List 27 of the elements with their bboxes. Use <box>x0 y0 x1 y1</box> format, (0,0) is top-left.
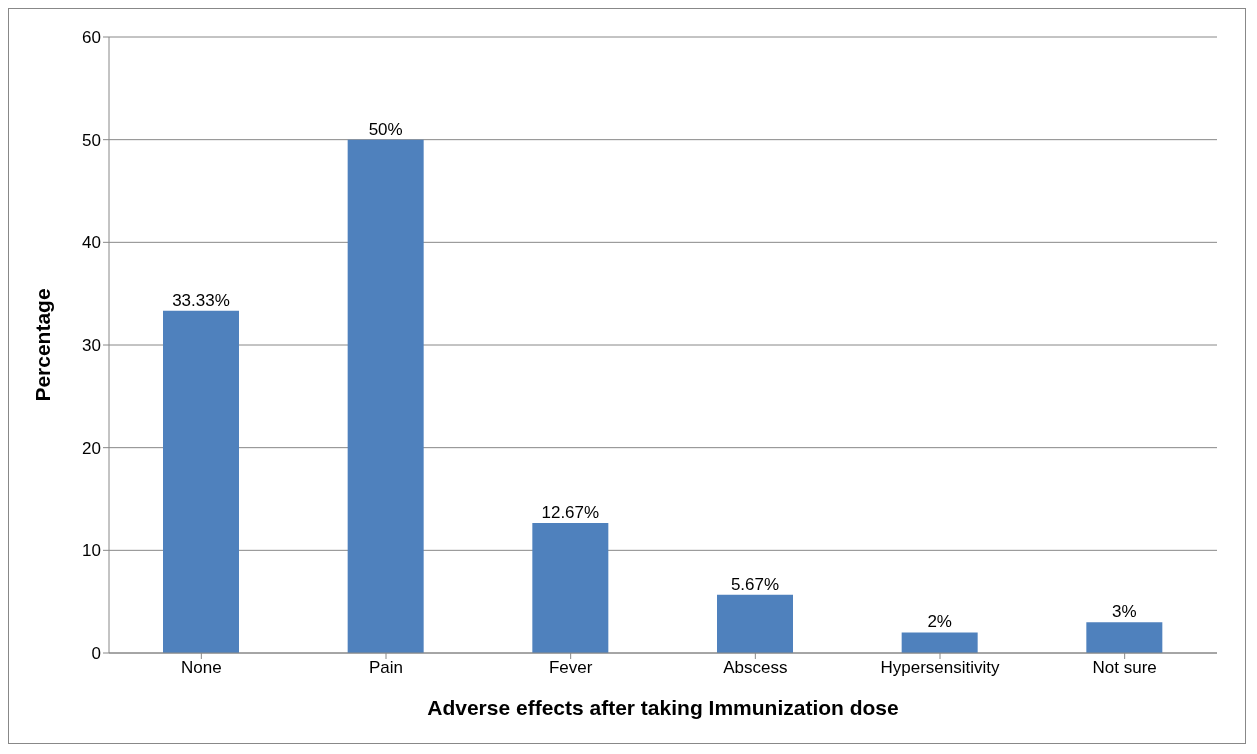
y-tick-label: 40 <box>82 233 101 253</box>
bar <box>347 139 424 653</box>
y-tick-label: 50 <box>82 130 101 150</box>
bar <box>163 310 239 653</box>
y-tick-label: 10 <box>82 541 101 561</box>
y-tick-label: 30 <box>82 336 101 356</box>
y-tick-label: 60 <box>82 28 101 48</box>
data-label: 50% <box>368 119 403 139</box>
y-tick-label: 20 <box>82 438 101 458</box>
x-tick-label: Fever <box>548 658 593 678</box>
bar <box>532 522 609 653</box>
data-label: 2% <box>927 612 952 632</box>
x-tick-label: Not sure <box>1092 658 1157 678</box>
y-tick-label: 0 <box>91 644 101 664</box>
data-label: 33.33% <box>172 290 230 310</box>
x-axis-title: Adverse effects after taking Immunization dose <box>427 696 899 719</box>
data-label: 3% <box>1112 602 1137 622</box>
x-tick-label: Pain <box>368 658 404 678</box>
bar <box>717 594 793 653</box>
x-tick-label: None <box>181 658 222 678</box>
data-label: 5.67% <box>730 574 780 594</box>
x-tick-label: Hypersensitivity <box>880 658 1001 678</box>
x-tick-label: Abscess <box>723 658 788 678</box>
bar <box>901 632 978 653</box>
bar <box>1086 622 1163 653</box>
data-label: 12.67% <box>541 502 600 522</box>
y-axis-title: Percentage <box>31 288 55 402</box>
